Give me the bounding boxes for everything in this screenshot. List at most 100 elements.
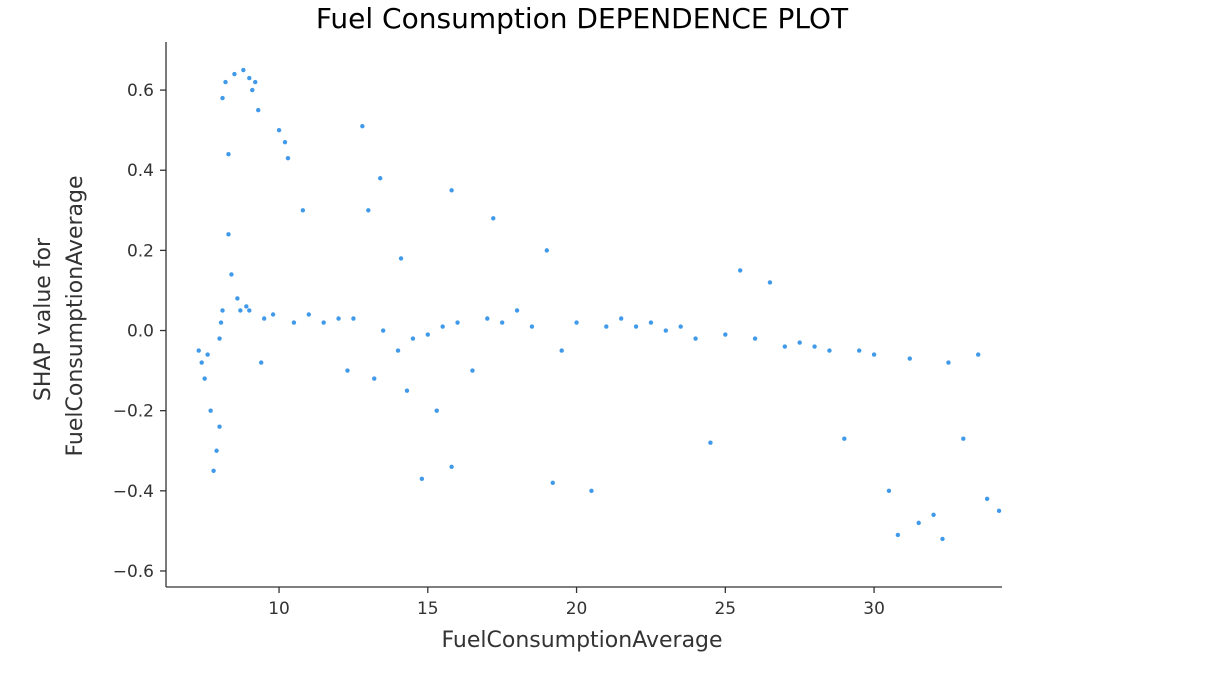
scatter-point xyxy=(217,424,222,429)
scatter-point xyxy=(782,344,788,349)
scatter-point xyxy=(256,107,261,113)
scatter-point xyxy=(270,312,276,317)
scatter-point xyxy=(351,316,356,321)
scatter-point xyxy=(223,79,228,85)
scatter-point xyxy=(261,316,267,321)
scatter-point xyxy=(648,320,654,325)
scatter-point xyxy=(544,248,550,253)
x-tick-label: 30 xyxy=(863,599,885,619)
scatter-point xyxy=(529,324,535,329)
y-tick-label: 0.0 xyxy=(127,322,154,342)
scatter-point xyxy=(842,436,847,441)
x-tick-label: 20 xyxy=(566,599,588,619)
scatter-point xyxy=(434,408,439,413)
scatter-point xyxy=(797,340,802,345)
y-axis-label-line-1: SHAP value for xyxy=(31,237,56,401)
x-tick-label: 15 xyxy=(417,599,439,619)
scatter-point xyxy=(395,348,401,353)
scatter-point xyxy=(253,79,258,85)
scatter-point xyxy=(410,336,416,341)
scatter-point xyxy=(398,256,404,261)
y-axis-label-line-2: FuelConsumptionAverage xyxy=(63,175,88,456)
scatter-point xyxy=(214,448,219,453)
scatter-point xyxy=(226,152,231,157)
scatter-point xyxy=(378,176,383,181)
scatter-point xyxy=(559,348,564,353)
scatter-point xyxy=(491,216,496,221)
scatter-point xyxy=(360,123,365,129)
scatter-point xyxy=(767,280,773,285)
scatter-point xyxy=(282,139,288,145)
scatter-point xyxy=(984,496,990,502)
scatter-point xyxy=(886,488,892,494)
scatter-point xyxy=(574,320,579,325)
scatter-point xyxy=(895,532,901,538)
x-tick-label: 10 xyxy=(268,599,290,619)
scatter-point xyxy=(208,408,213,413)
scatter-point xyxy=(618,316,624,321)
scatter-point xyxy=(217,336,222,341)
scatter-point xyxy=(229,272,234,277)
scatter-point xyxy=(276,127,282,133)
scatter-point xyxy=(678,324,683,329)
scatter-point xyxy=(241,67,246,73)
scatter-point xyxy=(226,232,231,237)
scatter-point xyxy=(291,320,297,325)
scatter-point xyxy=(306,312,312,317)
scatter-point xyxy=(455,320,460,325)
scatter-point xyxy=(345,368,350,373)
scatter-point xyxy=(812,344,817,349)
scatter-point xyxy=(996,508,1002,514)
scatter-point xyxy=(752,336,758,341)
scatter-point xyxy=(589,488,594,494)
scatter-point xyxy=(871,352,877,357)
scatter-point xyxy=(931,512,936,518)
scatter-point xyxy=(220,95,225,101)
x-tick-label: 25 xyxy=(714,599,736,619)
scatter-point xyxy=(232,71,237,77)
scatter-point xyxy=(366,208,371,213)
scatter-point xyxy=(946,360,951,365)
scatter-point xyxy=(440,324,445,329)
y-axis-label: SHAP value for FuelConsumptionAverage xyxy=(31,175,88,456)
scatter-point xyxy=(250,87,255,93)
y-tick-label: 0.4 xyxy=(127,161,154,181)
scatter-point xyxy=(211,468,216,473)
scatter-point xyxy=(205,352,210,357)
scatter-point xyxy=(285,156,291,161)
scatter-point xyxy=(550,480,555,486)
scatter-point xyxy=(470,368,475,373)
y-axis-ticks: −0.6 −0.4 −0.2 0.0 0.2 0.4 0.6 xyxy=(113,81,166,582)
scatter-point xyxy=(235,296,240,301)
scatter-point xyxy=(247,308,252,313)
scatter-point xyxy=(856,348,862,353)
scatter-point xyxy=(485,316,490,321)
scatter-point xyxy=(514,308,520,313)
scatter-point xyxy=(259,360,264,365)
scatter-point xyxy=(827,348,832,353)
scatter-point xyxy=(737,268,743,273)
scatter-point xyxy=(372,376,377,381)
scatter-points xyxy=(196,67,1002,542)
y-tick-label: 0.2 xyxy=(127,241,154,261)
y-tick-label: −0.6 xyxy=(113,562,154,582)
scatter-point xyxy=(604,324,609,329)
scatter-point xyxy=(380,328,386,333)
y-tick-label: −0.2 xyxy=(113,402,154,422)
scatter-point xyxy=(907,356,912,361)
y-tick-label: −0.4 xyxy=(113,482,154,502)
scatter-point xyxy=(336,316,341,321)
scatter-point xyxy=(196,348,201,353)
scatter-point xyxy=(723,332,728,337)
scatter-point xyxy=(244,304,249,309)
scatter-point xyxy=(940,536,945,542)
scatter-point xyxy=(199,360,204,365)
scatter-point xyxy=(975,352,981,357)
chart-title: Fuel Consumption DEPENDENCE PLOT xyxy=(316,2,849,35)
scatter-point xyxy=(449,464,454,469)
scatter-point xyxy=(663,328,669,333)
scatter-point xyxy=(300,208,306,213)
scatter-point xyxy=(419,476,425,482)
scatter-point xyxy=(708,440,713,445)
